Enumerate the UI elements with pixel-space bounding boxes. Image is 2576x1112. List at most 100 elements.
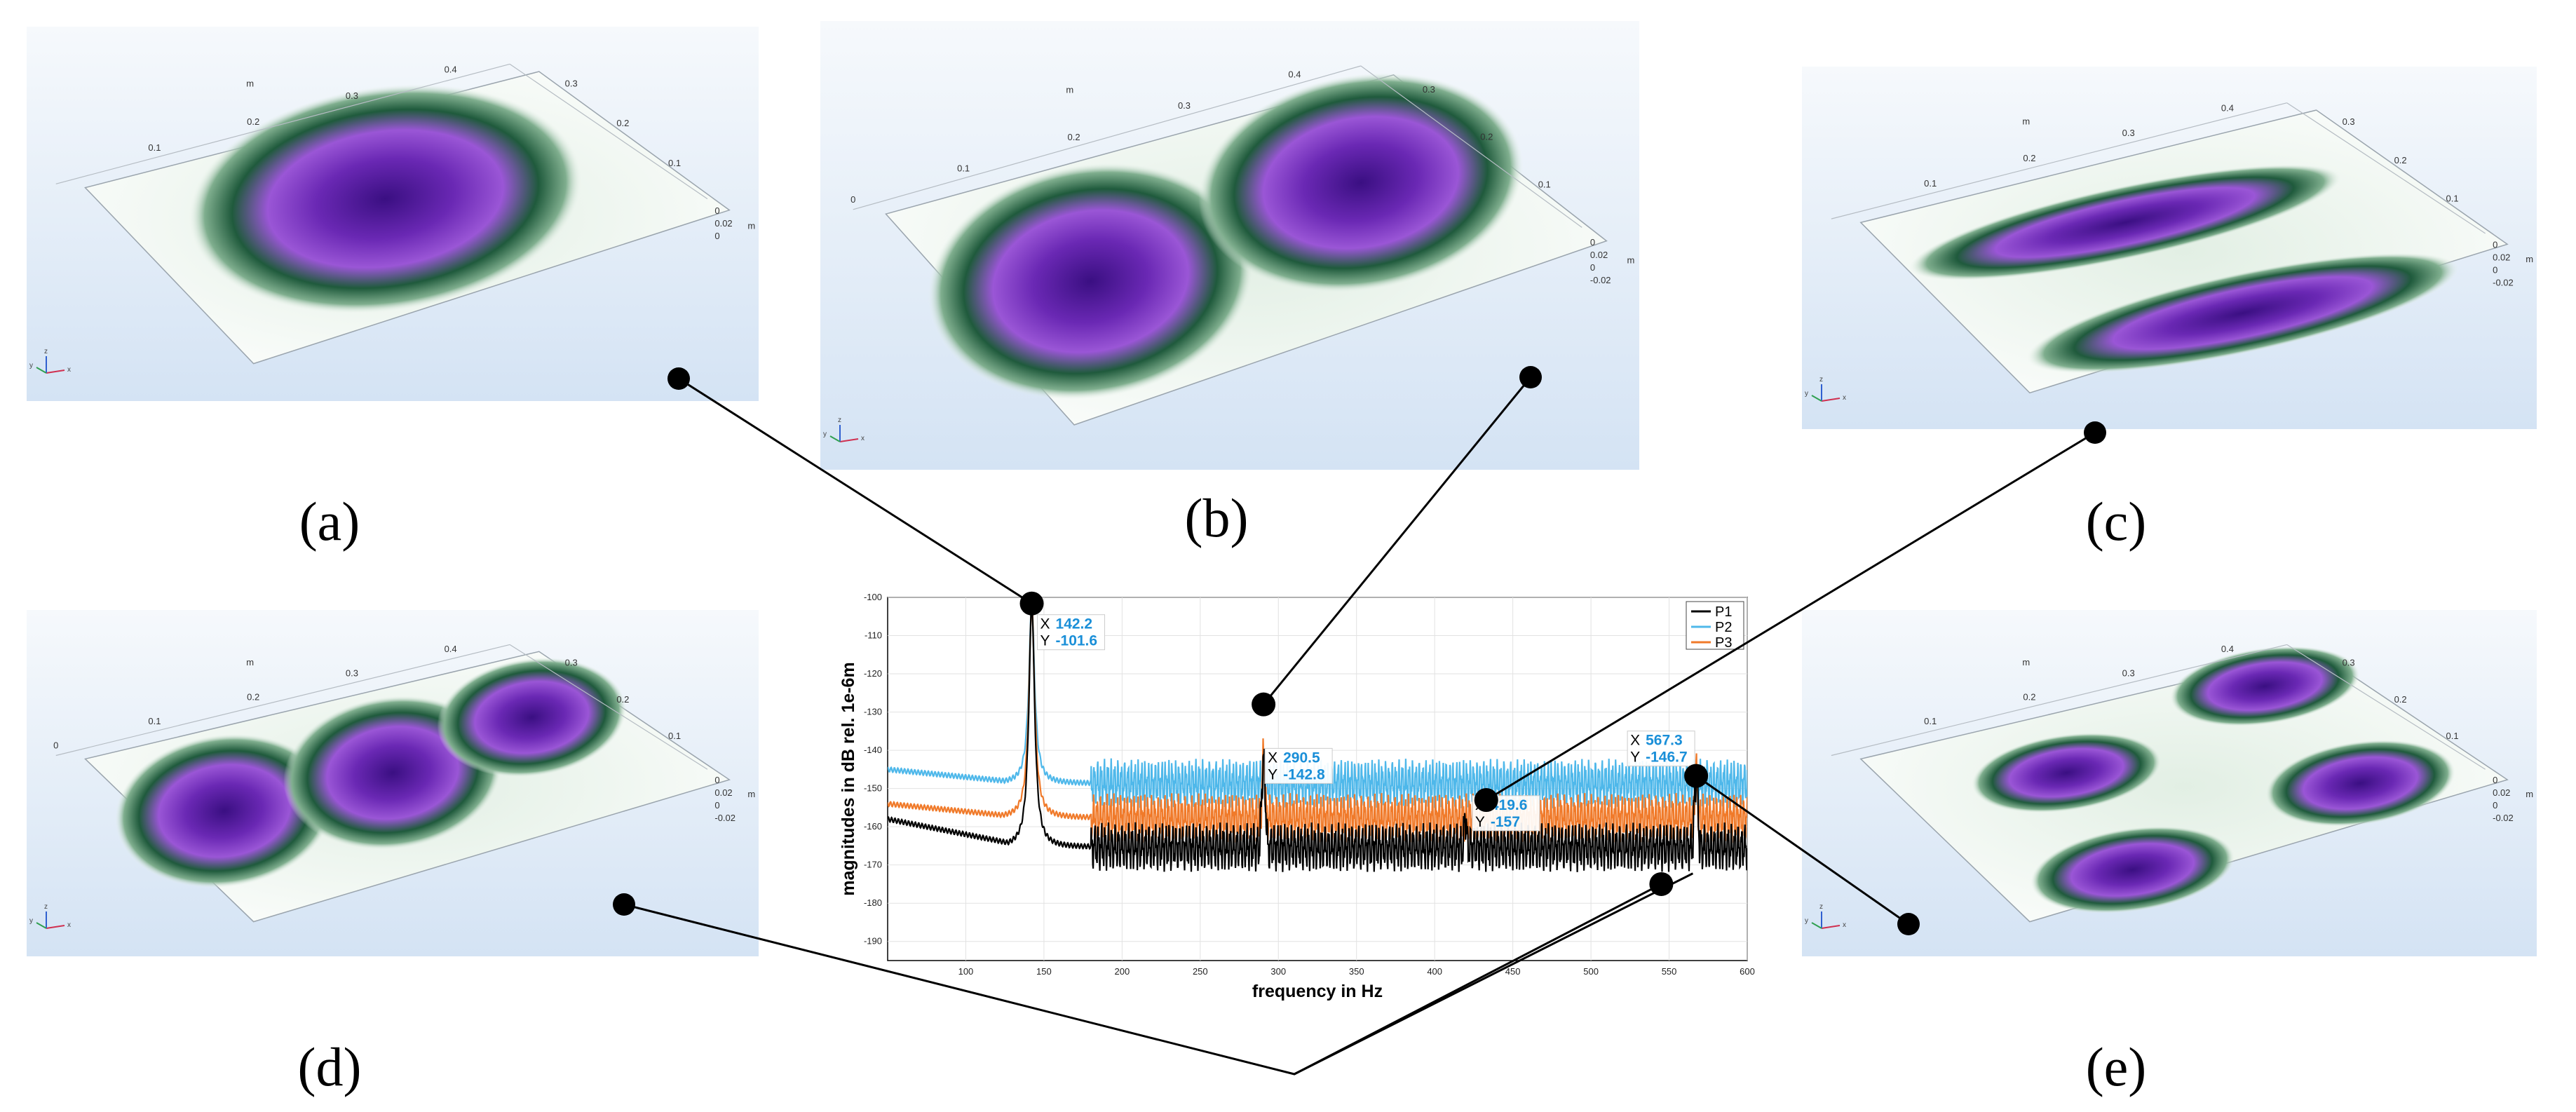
right-axis-line	[2286, 102, 2486, 234]
top-tick-label: 0.1	[1924, 716, 1937, 726]
top-axis-line	[55, 63, 510, 184]
triad-z-label: z	[1819, 903, 1823, 911]
top-tick-label: 0.4	[445, 644, 457, 654]
triad-z-label: z	[838, 416, 841, 424]
top-axis-line	[853, 65, 1362, 210]
series-line-p1	[888, 603, 1747, 872]
y-tick-label: -140	[864, 745, 882, 755]
mode-panel-c: 0.1 0.2 0.3 0.4 m 0.3 0.2 0.1 0 0.02 0 -0.02 m y z x	[1802, 67, 2537, 429]
legend-entry-p2: P2	[1715, 620, 1732, 635]
connector-dot-panel-c	[2084, 421, 2106, 444]
top-tick-label: 0.2	[247, 692, 259, 703]
mode-lobe	[189, 84, 582, 314]
z-axis-unit: m	[2526, 254, 2533, 264]
z-tick-label: -0.02	[714, 813, 735, 823]
top-axis-unit: m	[246, 657, 254, 667]
mode-panel-b: 0 0.1 0.2 0.3 0.4 m 0.3 0.2 0.1 0 0.02 0 -0.02 m y z x	[820, 21, 1639, 470]
datatip-y-label: Y	[1040, 633, 1050, 649]
z-axis-unit: m	[747, 789, 755, 799]
triad-x-label: x	[67, 921, 71, 929]
z-tick-label: 0.02	[2493, 787, 2510, 798]
datatip-x-value: 142.2	[1056, 616, 1093, 632]
right-tick-label: 0.3	[565, 658, 578, 668]
triad-x-label: x	[861, 435, 865, 442]
legend-entry-p1: P1	[1715, 604, 1732, 620]
top-axis-line	[55, 644, 510, 757]
x-tick-label: 600	[1740, 966, 1755, 977]
mode-panel-d: 0 0.1 0.2 0.3 0.4 m 0.3 0.2 0.1 0 0.02 0 -0.02 m y z x	[27, 610, 759, 956]
right-tick-label: 0.3	[1423, 84, 1435, 95]
top-tick-label: 0.1	[957, 163, 970, 173]
triad-x-label: x	[67, 366, 71, 374]
triad-y-axis	[829, 435, 841, 442]
datatip: X 142.2 Y -101.6	[1037, 614, 1106, 651]
top-tick-label: 0.4	[2221, 644, 2234, 654]
triad-y-axis	[1811, 395, 1822, 402]
mode-panels: 0.10.20.30.4m 0.30.20.100.020myzx00.10.20…	[27, 21, 2537, 956]
mode-lobe	[2170, 646, 2360, 726]
triad-x-axis	[46, 369, 65, 374]
right-tick-label: 0.2	[616, 118, 629, 128]
y-tick-label: -170	[864, 860, 882, 870]
panel-label-d: (d)	[298, 1036, 362, 1097]
datatip-x-value: 567.3	[1646, 733, 1683, 749]
right-tick-label: 0.1	[1538, 179, 1551, 189]
z-tick-label: -0.02	[2493, 278, 2514, 288]
x-tick-label: 350	[1349, 966, 1364, 977]
z-tick-label: -0.02	[1590, 275, 1611, 285]
triad-y-label: y	[29, 362, 33, 369]
triad-x-axis	[1821, 398, 1841, 402]
mode-lobe	[2031, 826, 2235, 914]
triad-x-label: x	[1843, 921, 1846, 929]
connector-dot-peak-d	[1649, 872, 1674, 896]
top-axis-line	[1831, 644, 2287, 757]
datatip-x-label: X	[1630, 733, 1640, 749]
panel-label-a: (a)	[299, 491, 360, 552]
triad-z-label: z	[44, 903, 48, 911]
top-axis-unit: m	[246, 78, 254, 88]
datatip-box	[1264, 747, 1333, 784]
connector-line-e	[1695, 775, 1909, 925]
plate-surface	[1859, 651, 2509, 923]
top-tick-label: 0.2	[2023, 153, 2035, 163]
mode-lobe	[928, 163, 1254, 400]
triad-x-axis	[839, 438, 859, 442]
plate-surface	[1859, 109, 2509, 394]
datatip-y-value: -146.7	[1646, 750, 1688, 766]
z-axis-unit: m	[2526, 789, 2533, 799]
triad-y-axis	[36, 922, 47, 929]
top-tick-label: 0.3	[346, 667, 358, 678]
top-axis-unit: m	[1066, 84, 1073, 95]
mode-lobe	[115, 733, 334, 888]
panel-label-e: (e)	[2086, 1036, 2147, 1097]
datatip-y-value: -142.8	[1283, 766, 1325, 782]
triad-y-label: y	[823, 430, 827, 438]
right-tick-label: 0.3	[2343, 116, 2355, 127]
right-tick-label: 0.3	[2343, 658, 2355, 668]
connector-line-b	[1262, 377, 1532, 705]
y-tick-label: -180	[864, 897, 882, 908]
z-axis-unit: m	[747, 220, 755, 231]
triad-x-label: x	[1843, 394, 1846, 402]
x-axis-label: frequency in Hz	[1252, 982, 1383, 1001]
top-tick-label: 0.3	[346, 90, 358, 101]
datatip-y-label: Y	[1268, 766, 1277, 782]
top-tick-label: 0.3	[2122, 667, 2135, 678]
panel-label-b: (b)	[1185, 487, 1249, 548]
right-tick-label: 0.1	[2446, 731, 2459, 741]
datatip-x-value: 290.5	[1283, 750, 1320, 766]
top-tick-label: 0.2	[1068, 132, 1080, 142]
connector-dot-panel-d	[613, 893, 635, 916]
z-tick-label: 0	[1590, 237, 1595, 248]
mode-lobe	[1198, 72, 1524, 293]
datatip-x-label: X	[1040, 616, 1050, 632]
connector-line-c	[1485, 431, 2096, 801]
z-tick-label: 0.02	[714, 787, 732, 798]
connector-dot-panel-e	[1897, 913, 1920, 935]
right-tick-label: 0.2	[616, 694, 629, 705]
y-tick-label: -150	[864, 783, 882, 794]
x-tick-label: 550	[1662, 966, 1677, 977]
x-tick-label: 150	[1036, 966, 1052, 977]
